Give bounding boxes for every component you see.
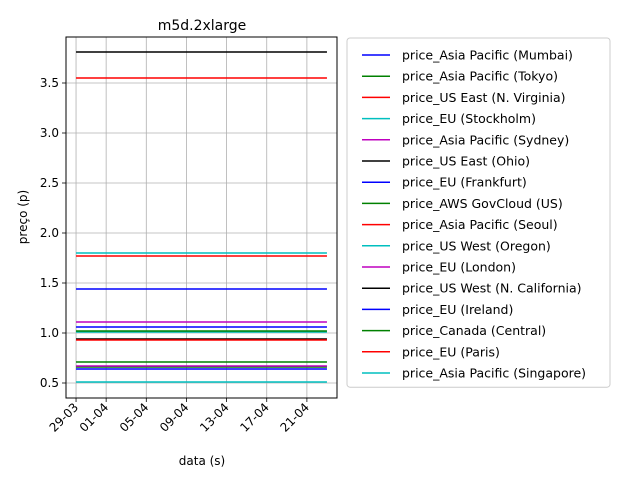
legend-entry-label: price_Canada (Central) (402, 323, 546, 338)
legend-entry-label: price_Asia Pacific (Mumbai) (402, 48, 573, 63)
plot-area-frame (65, 36, 338, 399)
legend-entry-label: price_Asia Pacific (Tokyo) (402, 69, 558, 84)
legend-entry-label: price_EU (Paris) (402, 344, 500, 359)
legend-entry-label: price_Asia Pacific (Sydney) (402, 132, 569, 147)
x-tick-label: 05-04 (117, 400, 152, 435)
series-layer (76, 51, 327, 383)
x-tick-label: 21-04 (277, 400, 312, 435)
y-tick-label: 3.0 (40, 126, 59, 140)
x-tick-label: 17-04 (237, 400, 272, 435)
legend-entry-label: price_EU (London) (402, 260, 516, 275)
x-tick-label: 29-03 (47, 400, 82, 435)
y-tick-label: 2.0 (40, 226, 59, 240)
x-tick-label: 01-04 (77, 400, 112, 435)
chart-title: m5d.2xlarge (158, 18, 247, 34)
legend-entry-label: price_AWS GovCloud (US) (402, 196, 563, 211)
grid-layer (66, 37, 337, 398)
y-axis-label: preço (p) (16, 190, 30, 244)
legend-entry-label: price_EU (Stockholm) (402, 111, 536, 126)
legend-entry-label: price_Asia Pacific (Singapore) (402, 366, 586, 381)
y-tick-label: 1.5 (40, 276, 59, 290)
x-tick-label: 09-04 (157, 400, 192, 435)
x-axis-label: data (s) (179, 454, 225, 468)
legend-entry-label: price_EU (Frankfurt) (402, 175, 527, 190)
legend-frame (346, 37, 611, 388)
legend-entry-label: price_Asia Pacific (Seoul) (402, 217, 558, 232)
legend: price_Asia Pacific (Mumbai) price_Asia Pa… (346, 37, 611, 388)
legend-entry-label: price_US West (N. California) (402, 281, 582, 296)
y-tick-label: 1.0 (40, 326, 59, 340)
y-tick-label: 0.5 (40, 376, 59, 390)
y-tick-label: 3.5 (40, 76, 59, 90)
legend-entry-label: price_US West (Oregon) (402, 238, 551, 253)
legend-entry-label: price_EU (Ireland) (402, 302, 513, 317)
legend-entry-label: price_US East (N. Virginia) (402, 90, 566, 105)
legend-entry-label: price_US East (Ohio) (402, 154, 530, 169)
x-tick-label: 13-04 (197, 400, 232, 435)
y-tick-label: 2.5 (40, 176, 59, 190)
